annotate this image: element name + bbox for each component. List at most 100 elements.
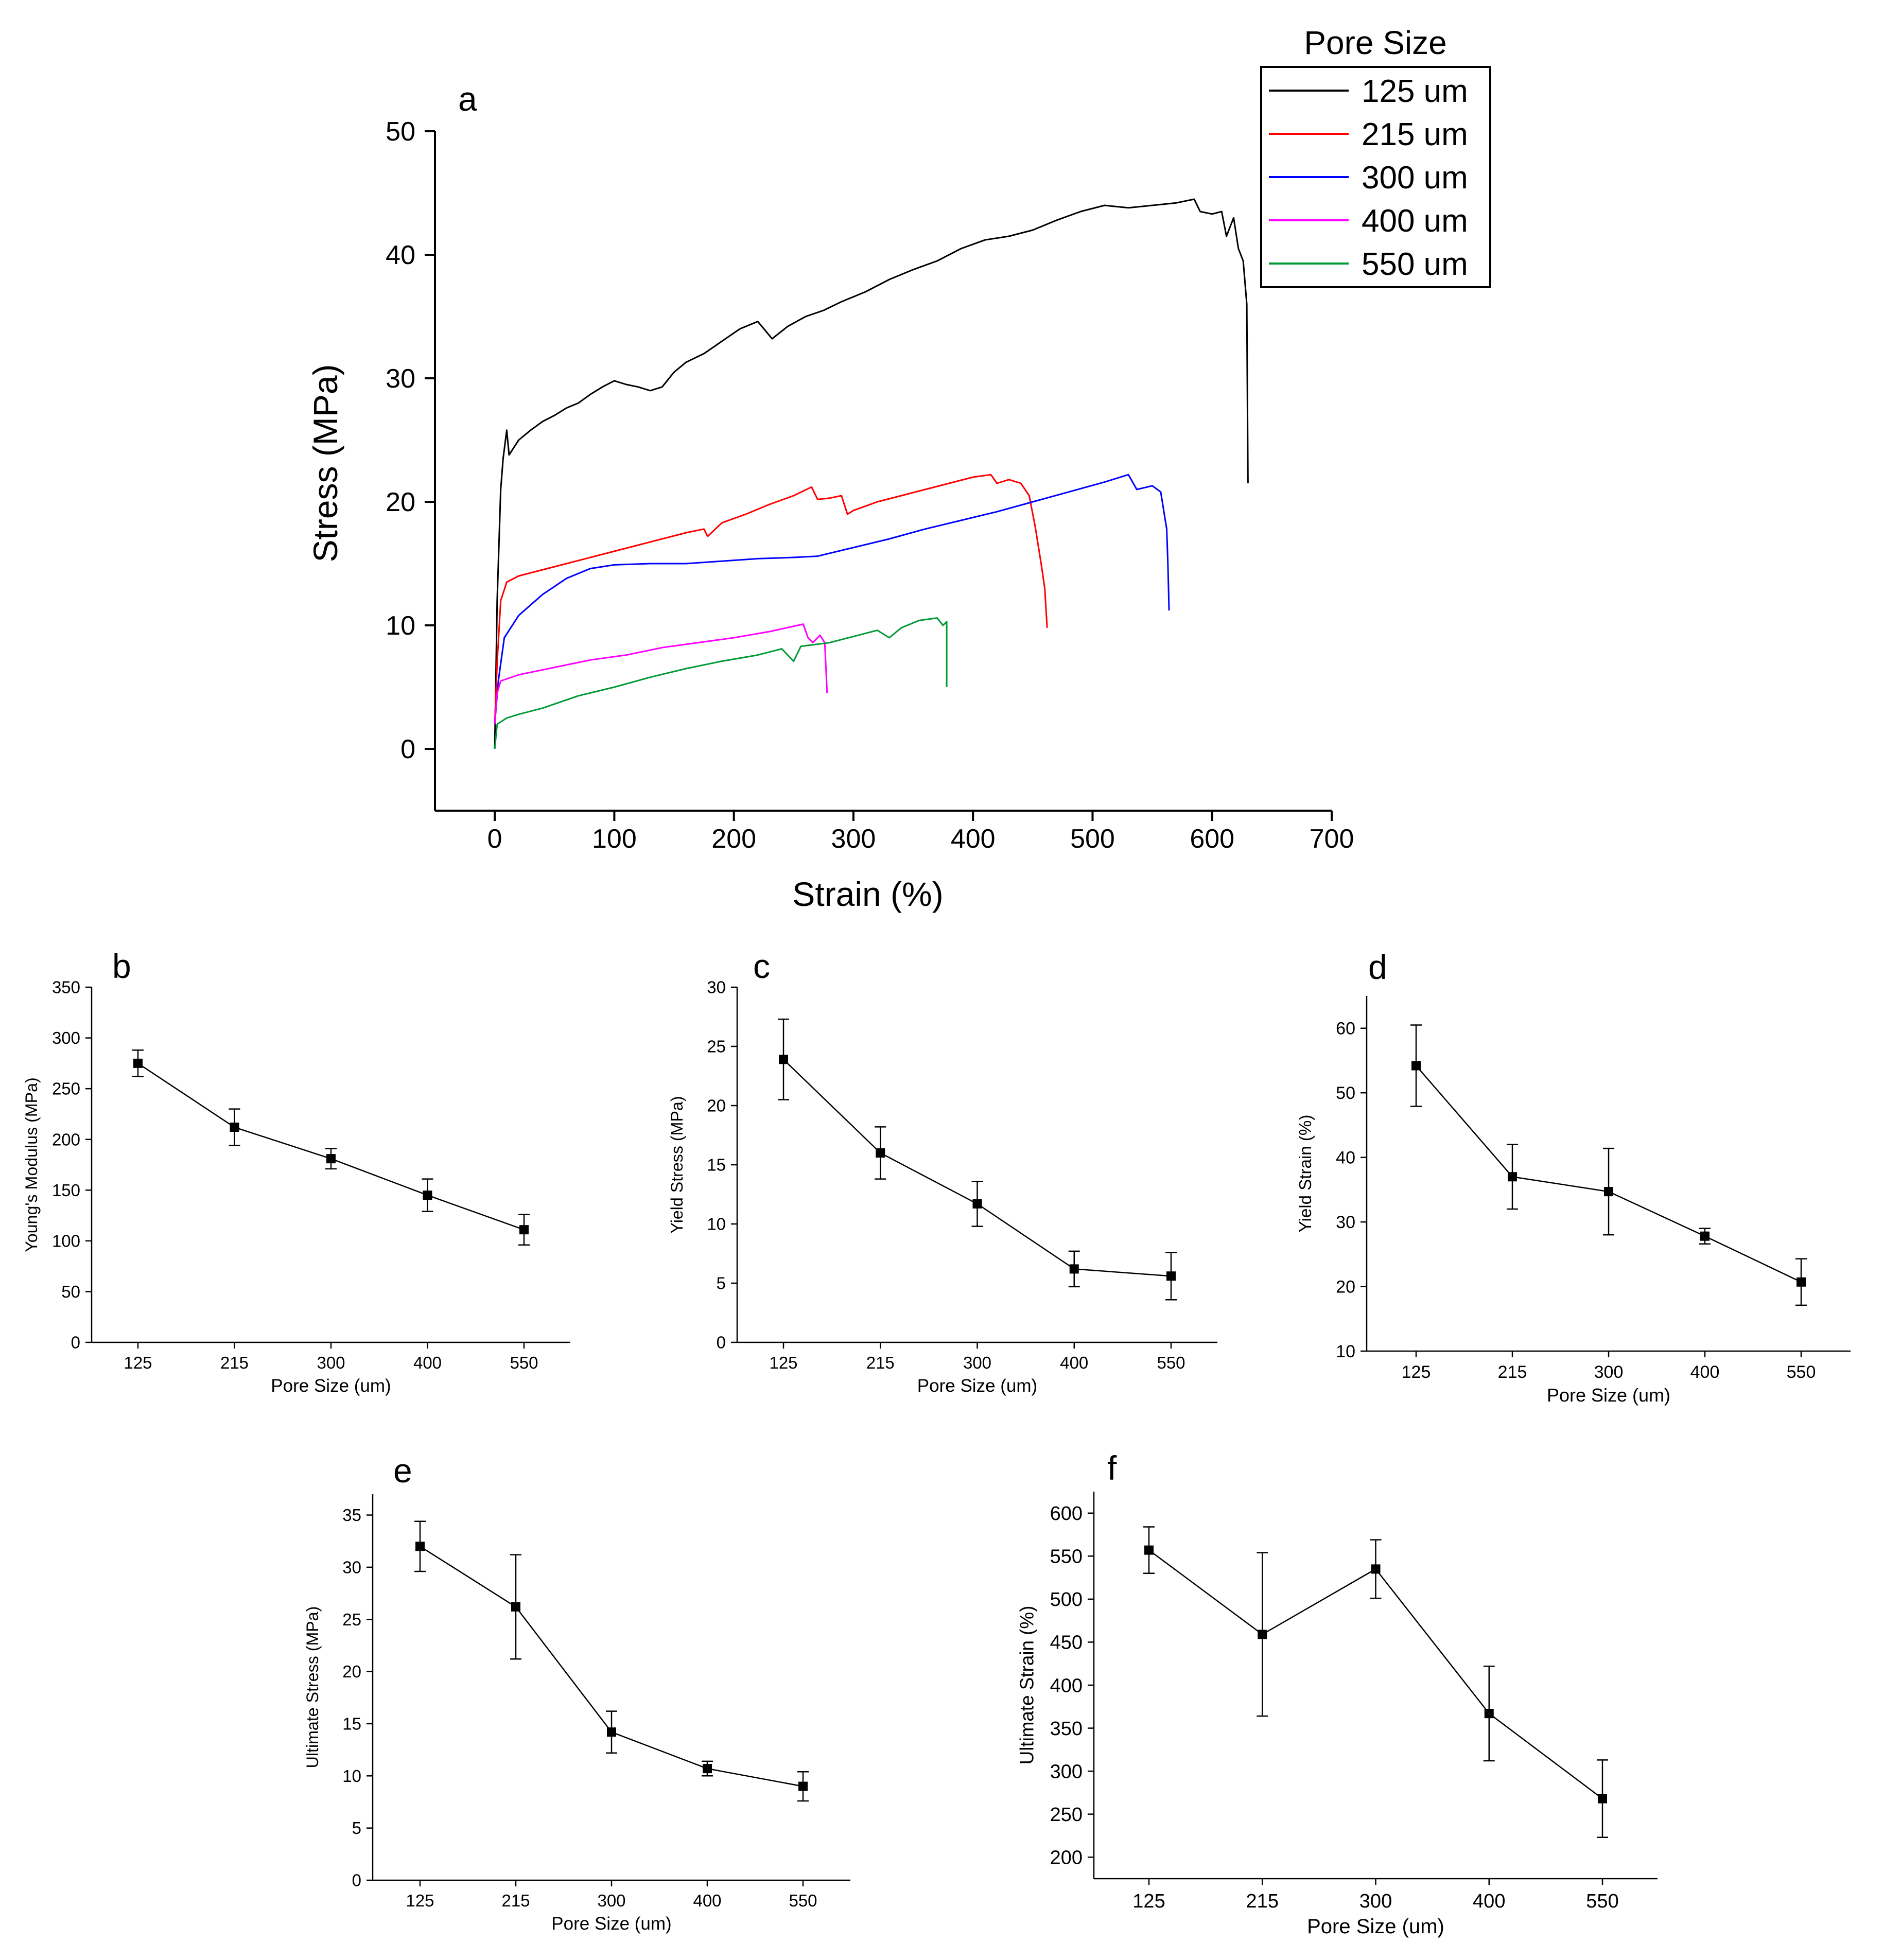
y-tick-label: 10	[386, 611, 415, 641]
panel-label-f: f	[1107, 1449, 1117, 1487]
y-tick-label: 35	[342, 1506, 361, 1525]
y-axis-title: Stress (MPa)	[306, 364, 344, 562]
y-tick-label: 25	[707, 1037, 726, 1056]
data-point-400	[1484, 1709, 1494, 1719]
panel-label-b: b	[112, 947, 131, 985]
y-tick-label: 20	[386, 487, 415, 517]
data-point-125	[415, 1542, 425, 1551]
x-tick-label: 215	[1498, 1362, 1527, 1382]
x-tick-label: 300	[1359, 1891, 1392, 1912]
panel-label-c: c	[753, 947, 770, 985]
x-tick-label: 550	[510, 1353, 538, 1372]
chart-f-ultimate-strain: f 125 215 300 400 550 200 250 300 350 400 450 500 550…	[1017, 1449, 1658, 1938]
y-axis-title: Young's Modulus (MPa)	[22, 1077, 41, 1252]
legend-entry: 400 um	[1362, 203, 1468, 239]
series-line-550-um	[494, 617, 948, 749]
y-tick-label: 10	[707, 1215, 726, 1234]
x-tick-label: 700	[1310, 824, 1354, 854]
data-point-550	[1166, 1271, 1176, 1281]
y-tick-label: 250	[1050, 1804, 1083, 1826]
x-tick-label: 215	[220, 1353, 249, 1372]
series-line-125-um	[494, 198, 1249, 749]
x-axis-title: Pore Size (um)	[917, 1376, 1037, 1396]
x-tick-label: 300	[317, 1353, 345, 1372]
y-tick-label: 50	[386, 117, 415, 147]
data-point-215	[230, 1123, 239, 1132]
y-tick-label: 10	[1336, 1342, 1355, 1361]
data-point-215	[1258, 1630, 1267, 1639]
data-point-215	[511, 1602, 520, 1612]
y-tick-label: 50	[61, 1282, 80, 1301]
y-axis-title: Ultimate Stress (MPa)	[303, 1606, 322, 1769]
data-point-215	[876, 1148, 885, 1158]
legend-title: Pore Size	[1304, 24, 1446, 61]
data-point-400	[1069, 1264, 1079, 1274]
x-axis-title: Strain (%)	[792, 875, 943, 913]
chart-a-stress-strain: a 0 100 200 300 400 500 600 700 0 10 20 30 40 50 Strain…	[306, 24, 1491, 913]
y-tick-label: 15	[707, 1156, 726, 1175]
x-tick-label: 550	[789, 1891, 817, 1910]
legend-entry: 550 um	[1362, 247, 1468, 282]
y-axis-title: Yield Stress (MPa)	[668, 1096, 686, 1233]
series-line-400-um	[494, 623, 828, 725]
x-tick-label: 215	[1246, 1891, 1279, 1912]
legend-entry: 125 um	[1362, 74, 1468, 109]
data-point-300	[1604, 1187, 1613, 1197]
y-tick-label: 350	[52, 978, 80, 997]
x-tick-label: 125	[1402, 1362, 1431, 1382]
series-line-300-um	[494, 474, 1170, 725]
y-tick-label: 150	[52, 1181, 80, 1200]
y-axis-title: Ultimate Strain (%)	[1017, 1606, 1038, 1765]
x-tick-label: 300	[963, 1353, 991, 1372]
x-tick-label: 300	[831, 824, 876, 854]
y-tick-label: 100	[52, 1231, 80, 1250]
x-tick-label: 0	[487, 824, 502, 854]
y-tick-label: 550	[1050, 1546, 1083, 1568]
data-point-125	[1411, 1061, 1421, 1071]
data-point-400	[703, 1764, 712, 1774]
y-tick-label: 30	[386, 364, 415, 394]
y-axis-title: Yield Strain (%)	[1296, 1115, 1315, 1233]
data-point-300	[326, 1154, 336, 1164]
data-point-400	[423, 1191, 432, 1200]
chart-c-yield-stress: c 125 215 300 400 550 0 5 10 15 20 25 30 Pore Size (u…	[668, 947, 1217, 1396]
x-tick-label: 125	[406, 1891, 434, 1910]
y-tick-label: 0	[400, 734, 415, 764]
y-tick-label: 40	[386, 240, 415, 270]
x-tick-label: 550	[1787, 1362, 1816, 1382]
chart-d-yield-strain: d 125 215 300 400 550 10 20 30 40 50 60 Pore Size (u…	[1296, 948, 1851, 1406]
data-point-300	[972, 1199, 982, 1209]
chart-e-ultimate-stress: e 125 215 300 400 550 0 5 10 15 20 25 30 35 Pore Size …	[303, 1451, 850, 1934]
x-tick-label: 300	[597, 1891, 625, 1910]
x-tick-label: 550	[1586, 1891, 1618, 1912]
x-tick-label: 200	[711, 824, 756, 854]
y-tick-label: 300	[52, 1028, 80, 1047]
data-point-400	[1700, 1231, 1710, 1241]
x-tick-label: 400	[1690, 1362, 1720, 1382]
data-point-125	[133, 1058, 143, 1068]
x-tick-label: 400	[413, 1353, 442, 1372]
x-tick-label: 400	[1060, 1353, 1088, 1372]
panel-label-a: a	[458, 80, 477, 118]
panel-label-d: d	[1368, 948, 1387, 986]
x-tick-label: 125	[1132, 1891, 1165, 1912]
series-line-215-um	[494, 474, 1048, 725]
x-tick-label: 400	[1473, 1891, 1505, 1912]
y-tick-label: 30	[1336, 1213, 1355, 1232]
x-tick-label: 500	[1070, 824, 1115, 854]
y-tick-label: 10	[342, 1766, 361, 1786]
x-tick-label: 550	[1157, 1353, 1185, 1372]
y-tick-label: 30	[342, 1557, 361, 1577]
x-axis-title: Pore Size (um)	[271, 1376, 391, 1396]
legend-entry: 300 um	[1362, 160, 1468, 196]
y-tick-label: 500	[1050, 1589, 1083, 1611]
x-tick-label: 215	[501, 1891, 530, 1910]
x-tick-label: 400	[693, 1891, 721, 1910]
x-tick-label: 400	[951, 824, 996, 854]
y-tick-label: 25	[342, 1610, 361, 1629]
y-tick-label: 50	[1336, 1083, 1355, 1103]
y-tick-label: 300	[1050, 1761, 1083, 1782]
x-axis-title: Pore Size (um)	[1547, 1385, 1670, 1406]
